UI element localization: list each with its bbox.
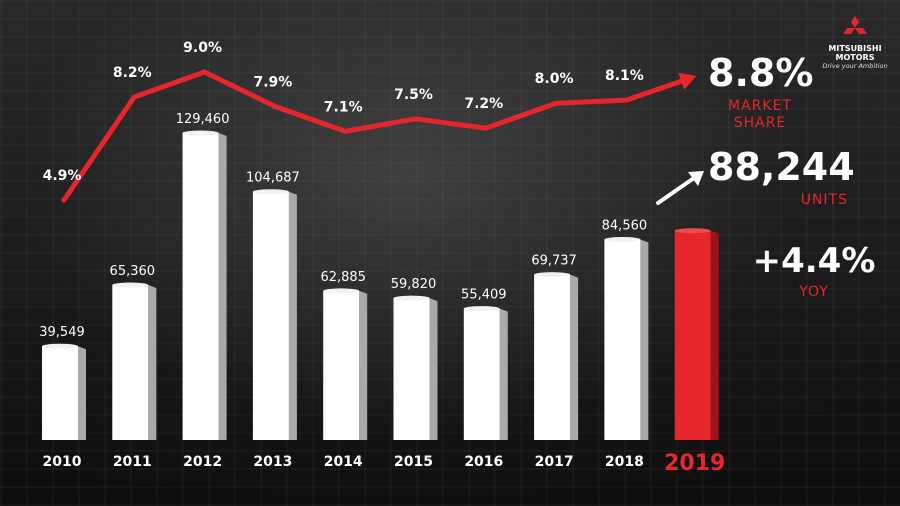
bar-cap-2010 [42,343,78,349]
share-label-2015: 7.5% [394,87,433,103]
x-tick-2013: 2013 [253,454,292,470]
x-tick-2016: 2016 [464,454,503,470]
bar-value-label-2018: 84,560 [602,218,648,233]
bar-value-label-2011: 65,360 [110,264,156,279]
x-tick-2017: 2017 [535,454,574,470]
yoy-label: YOY [799,284,829,300]
market-share-value: 8.8% [708,51,814,95]
bar-2019 [674,230,711,440]
bar-cap-2018 [604,236,641,242]
bar-value-label-2016: 55,409 [461,288,507,303]
bar-cap-2017 [534,272,571,278]
bar-2017 [534,274,571,440]
brand-name-line1: MITSUBISHI [828,44,882,53]
bar-value-label-2012: 129,460 [176,112,230,127]
x-tick-2012: 2012 [183,454,222,470]
brand-name-line2: MOTORS [835,53,875,62]
market-share-label-line2: SHARE [733,115,787,131]
x-tick-2014: 2014 [324,454,363,470]
bar-side-2013 [288,191,297,440]
bar-side-2014 [359,290,368,440]
x-tick-2015: 2015 [394,454,433,470]
bar-2015 [393,298,430,440]
x-tick-2018: 2018 [605,454,644,470]
bar-cap-2014 [323,288,360,294]
share-label-2013: 7.9% [253,74,292,90]
mitsubishi-diamonds-icon [843,16,867,34]
share-label-2011: 8.2% [113,65,152,81]
units-arrow-shaft [656,176,696,205]
share-label-2010: 4.9% [43,168,82,184]
units-value: 88,244 [708,145,855,189]
bar-2016 [463,308,500,440]
bar-cap-2012 [182,130,219,136]
bar-cap-2013 [252,189,289,195]
bar-value-label-2017: 69,737 [531,254,577,269]
share-label-2016: 7.2% [464,96,503,112]
bar-2010 [42,346,78,440]
bar-side-2010 [78,346,86,440]
bar-side-2011 [148,285,157,440]
bar-2018 [604,239,641,440]
share-label-2014: 7.1% [324,99,363,115]
yoy-value: +4.4% [752,241,876,281]
bar-value-label-2015: 59,820 [391,277,437,292]
bar-side-2012 [218,133,227,440]
bar-side-2016 [499,308,508,440]
units-arrowhead [688,171,704,186]
bar-2014 [323,290,360,440]
bar-2013 [252,191,289,440]
bar-2012 [182,133,219,440]
x-tick-2011: 2011 [113,454,152,470]
bar-side-2015 [429,298,438,440]
bar-side-2018 [640,239,649,440]
bar-2011 [112,285,149,440]
bar-cap-2015 [393,295,430,301]
market-share-label-line1: MARKET [728,98,792,114]
bar-cap-2016 [463,306,500,312]
share-label-2012: 9.0% [183,40,222,56]
bar-cap-2011 [112,282,149,288]
market-share-arrowhead [678,72,697,90]
bar-side-2019 [710,230,719,440]
bar-side-2017 [570,274,579,440]
brand-tagline: Drive your Ambition [822,62,888,70]
brand-logo: MITSUBISHI MOTORS Drive your Ambition [820,16,890,71]
bar-cap-2019 [674,228,711,234]
bar-value-label-2013: 104,687 [246,171,300,186]
x-tick-2010: 2010 [43,454,82,470]
x-tick-2019: 2019 [664,451,725,476]
share-label-2018: 8.1% [605,68,644,84]
market-share-line [61,69,694,203]
bar-value-label-2010: 39,549 [39,325,85,340]
bar-value-label-2014: 62,885 [320,270,366,285]
yoy-kpi: +4.4% YOY [752,244,876,301]
units-label: UNITS [800,192,848,208]
units-kpi: 88,244 UNITS [708,145,855,209]
share-label-2017: 8.0% [535,71,574,87]
market-share-kpi: 8.8% MARKET SHARE [708,51,814,132]
